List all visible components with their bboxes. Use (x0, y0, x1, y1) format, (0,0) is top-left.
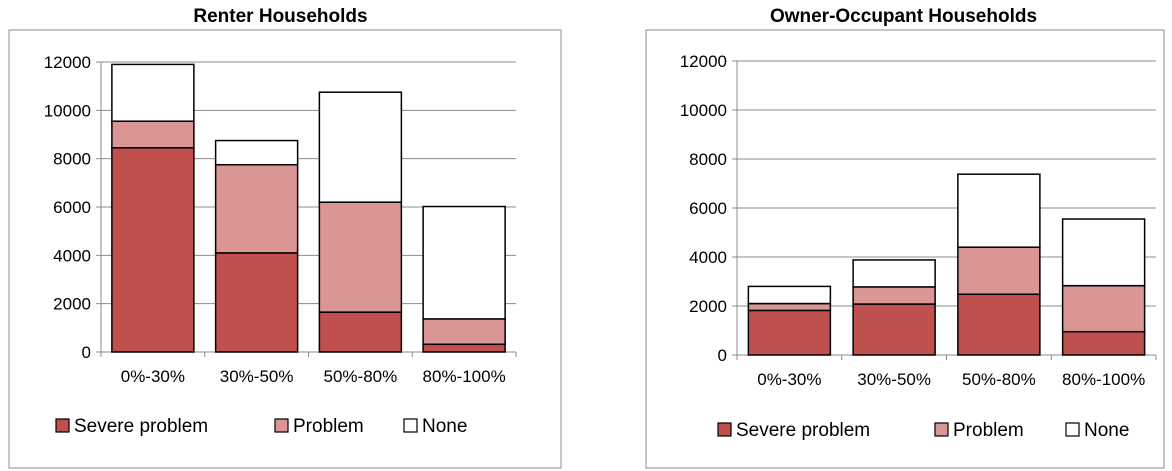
x-tick-label: 50%-80% (962, 370, 1036, 389)
bar-severe-problem-80-100 (422, 343, 506, 353)
chart-frame-1 (645, 29, 1165, 469)
chart-frame-0 (8, 29, 562, 469)
y-tick-label: 2000 (53, 295, 91, 314)
bar-problem-50-80 (318, 201, 403, 313)
y-tick-label: 4000 (53, 246, 91, 265)
bar-none-50-80 (957, 173, 1041, 248)
bar-none-80-100 (422, 205, 506, 320)
y-tick-label: 0 (82, 343, 91, 362)
x-tick-label: 80%-100% (423, 367, 506, 386)
bar-none-30-50 (214, 139, 299, 166)
x-tick-label: 30%-50% (857, 370, 931, 389)
y-tick-label: 6000 (689, 199, 727, 218)
bar-severe-problem-50-80 (318, 311, 403, 353)
x-tick-label: 50%-80% (324, 367, 398, 386)
chart-title-owner: Owner-Occupant Households (769, 6, 1038, 27)
legend-swatch-problem (934, 422, 949, 437)
y-tick-label: 8000 (689, 150, 727, 169)
legend-label-severe-problem: Severe problem (74, 416, 208, 437)
bar-none-0-30 (111, 63, 195, 122)
bar-severe-problem-0-30 (747, 309, 832, 356)
legend-label-none: None (422, 416, 467, 437)
x-tick-label: 0%-30% (121, 367, 185, 386)
legend-label-problem: Problem (293, 416, 364, 437)
y-tick-label: 0 (718, 346, 727, 365)
y-tick-label: 2000 (689, 297, 727, 316)
bar-none-50-80 (318, 91, 403, 203)
bar-problem-30-50 (852, 286, 936, 305)
legend-label-none: None (1084, 420, 1129, 441)
y-tick-label: 12000 (680, 52, 727, 71)
y-tick-label: 6000 (53, 198, 91, 217)
x-tick-label: 80%-100% (1062, 370, 1145, 389)
legend-swatch-none (403, 418, 418, 433)
legend-swatch-problem (274, 418, 289, 433)
bar-problem-30-50 (214, 163, 299, 254)
x-tick-label: 0%-30% (757, 370, 821, 389)
bar-severe-problem-30-50 (852, 303, 936, 356)
legend-label-problem: Problem (953, 420, 1024, 441)
legend-swatch-severe-problem (55, 418, 70, 433)
legend-swatch-severe-problem (717, 422, 732, 437)
y-tick-label: 10000 (44, 101, 91, 120)
bar-problem-80-100 (422, 318, 506, 346)
y-tick-label: 12000 (44, 53, 91, 72)
legend-label-severe-problem: Severe problem (736, 420, 870, 441)
legend-swatch-none (1065, 422, 1080, 437)
bar-severe-problem-80-100 (1061, 330, 1146, 356)
bar-none-80-100 (1061, 218, 1146, 287)
bar-problem-50-80 (957, 246, 1041, 295)
bar-problem-0-30 (111, 120, 195, 149)
bar-severe-problem-50-80 (957, 293, 1041, 356)
chart-title-renter: Renter Households (193, 6, 368, 27)
y-tick-label: 4000 (689, 248, 727, 267)
bar-none-30-50 (852, 259, 936, 288)
x-tick-label: 30%-50% (220, 367, 294, 386)
bar-problem-0-30 (747, 302, 832, 312)
bar-none-0-30 (747, 285, 832, 305)
bar-severe-problem-30-50 (214, 252, 299, 353)
y-tick-label: 8000 (53, 150, 91, 169)
bar-problem-80-100 (1061, 284, 1146, 333)
bar-severe-problem-0-30 (111, 147, 195, 353)
y-tick-label: 10000 (680, 101, 727, 120)
